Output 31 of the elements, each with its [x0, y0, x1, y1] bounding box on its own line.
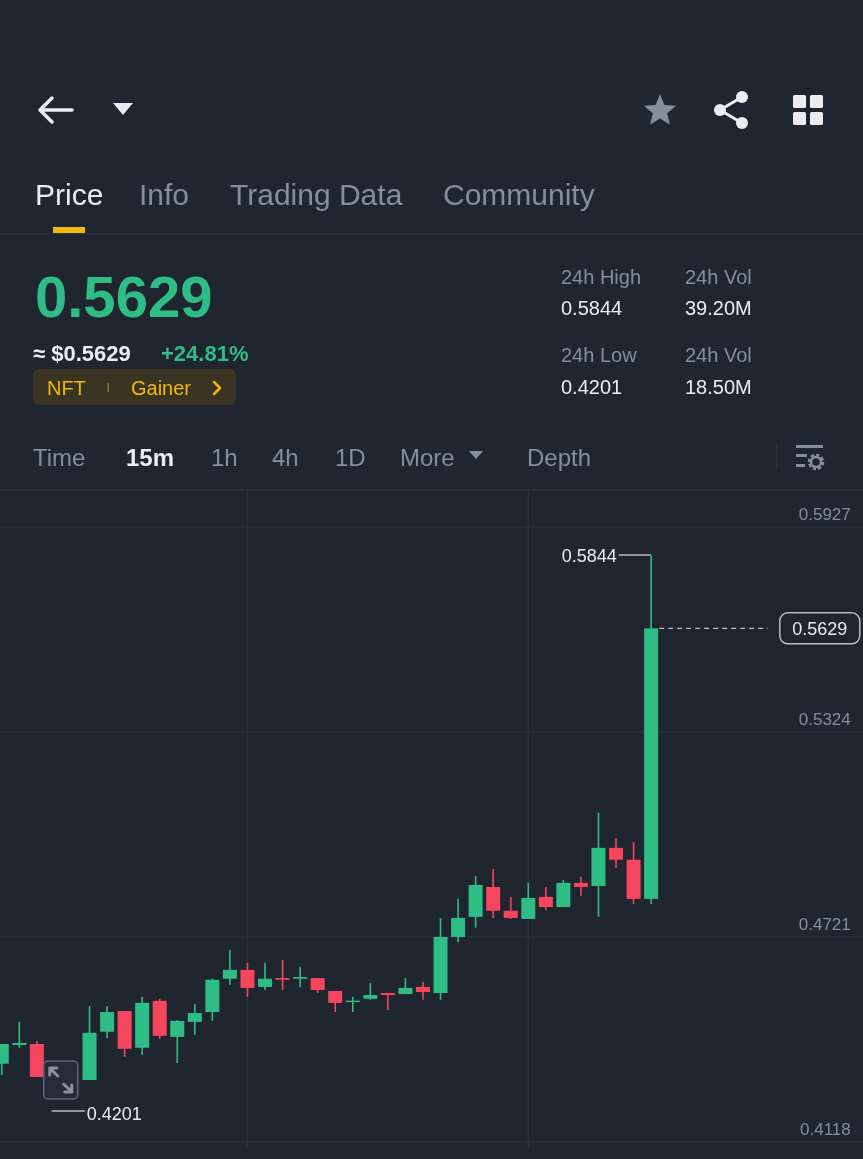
text: NFT: [47, 377, 86, 399]
text: 24h Vol: [685, 266, 752, 288]
text: Trading Data: [230, 178, 403, 211]
text: 24h High: [561, 266, 642, 288]
y-tick-label: 0.4118: [800, 1119, 852, 1139]
text: Gainer: [131, 377, 192, 399]
text: 0.5629: [35, 264, 213, 329]
text: More: [400, 444, 455, 471]
text: 4h: [272, 444, 299, 471]
text: Time: [33, 444, 86, 471]
text: 39.20M: [685, 297, 752, 319]
text: Depth: [527, 444, 592, 471]
text: Info: [139, 178, 190, 211]
text: Price: [35, 178, 104, 211]
y-tick-label: 0.5324: [799, 709, 852, 729]
annotation: 0.4201: [87, 1104, 143, 1124]
text: Community: [443, 178, 595, 211]
text: 18.50M: [685, 376, 752, 398]
text: +24.81%: [161, 341, 249, 366]
text: 1h: [211, 444, 238, 471]
y-tick-label: 0.4721: [799, 914, 852, 934]
text: 15m: [126, 444, 175, 471]
text: 24h Low: [561, 344, 638, 366]
ref-line-label: 0.5629: [792, 618, 848, 639]
text: ≈ $0.5629: [33, 341, 131, 366]
text: 0.4201: [561, 376, 623, 398]
annotation: 0.5844: [561, 546, 618, 566]
text: 24h Vol: [685, 344, 752, 366]
y-tick-label: 0.5927: [799, 505, 852, 525]
text: 1D: [335, 444, 366, 471]
text: 0.5844: [561, 297, 623, 319]
